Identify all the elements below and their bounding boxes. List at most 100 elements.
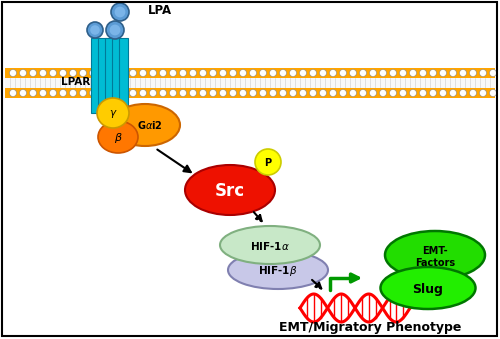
Circle shape (100, 69, 106, 77)
Circle shape (60, 89, 66, 97)
Circle shape (360, 69, 366, 77)
Bar (5, 88, 495, 98)
Circle shape (230, 69, 236, 77)
Circle shape (106, 21, 124, 39)
Circle shape (300, 89, 306, 97)
Circle shape (370, 69, 376, 77)
Text: P: P (264, 158, 272, 168)
Circle shape (330, 89, 336, 97)
Circle shape (420, 69, 426, 77)
Circle shape (110, 69, 116, 77)
Circle shape (50, 69, 56, 77)
Circle shape (390, 69, 396, 77)
Text: Src: Src (215, 182, 245, 200)
Circle shape (400, 69, 406, 77)
Circle shape (160, 69, 166, 77)
Circle shape (180, 89, 186, 97)
Circle shape (210, 69, 216, 77)
Circle shape (120, 69, 126, 77)
Circle shape (490, 89, 496, 97)
Circle shape (300, 69, 306, 77)
Circle shape (40, 69, 46, 77)
Circle shape (340, 69, 346, 77)
Circle shape (10, 69, 16, 77)
Circle shape (90, 89, 96, 97)
Circle shape (30, 89, 36, 97)
Circle shape (280, 69, 286, 77)
Circle shape (210, 89, 216, 97)
Circle shape (440, 69, 446, 77)
Circle shape (480, 89, 486, 97)
Circle shape (350, 69, 356, 77)
Circle shape (440, 89, 446, 97)
Circle shape (160, 89, 166, 97)
Bar (5, 68, 495, 78)
Bar (105, 38, 114, 113)
Circle shape (420, 89, 426, 97)
Circle shape (370, 89, 376, 97)
Circle shape (90, 69, 96, 77)
Circle shape (130, 89, 136, 97)
Circle shape (380, 69, 386, 77)
Circle shape (50, 89, 56, 97)
Circle shape (350, 89, 356, 97)
Text: LPAR: LPAR (61, 77, 90, 87)
Bar (119, 38, 128, 113)
Ellipse shape (385, 231, 485, 279)
Ellipse shape (185, 165, 275, 215)
Circle shape (70, 89, 76, 97)
Circle shape (380, 89, 386, 97)
Circle shape (430, 89, 436, 97)
Circle shape (140, 89, 146, 97)
Text: LPA: LPA (148, 3, 172, 17)
Circle shape (110, 89, 116, 97)
Circle shape (290, 89, 296, 97)
Circle shape (270, 89, 276, 97)
Circle shape (490, 69, 496, 77)
Circle shape (390, 89, 396, 97)
Circle shape (120, 89, 126, 97)
Text: EMT/Migratory Phenotype: EMT/Migratory Phenotype (279, 321, 461, 335)
Circle shape (410, 69, 416, 77)
Circle shape (360, 89, 366, 97)
Bar (112, 38, 121, 113)
Circle shape (470, 69, 476, 77)
Circle shape (255, 149, 281, 175)
Ellipse shape (220, 226, 320, 264)
Circle shape (20, 69, 26, 77)
Circle shape (87, 22, 103, 38)
Circle shape (60, 69, 66, 77)
Circle shape (250, 89, 256, 97)
Circle shape (40, 89, 46, 97)
Ellipse shape (110, 104, 180, 146)
Circle shape (100, 89, 106, 97)
Circle shape (430, 69, 436, 77)
Circle shape (10, 89, 16, 97)
Bar (5, 78, 495, 98)
Circle shape (70, 69, 76, 77)
Text: EMT-: EMT- (422, 246, 448, 256)
Text: HIF-1$\alpha$: HIF-1$\alpha$ (250, 240, 290, 252)
Circle shape (310, 69, 316, 77)
Circle shape (220, 89, 226, 97)
Circle shape (190, 89, 196, 97)
Text: HIF-1$\beta$: HIF-1$\beta$ (258, 264, 298, 278)
Text: G$\alpha$i2: G$\alpha$i2 (137, 119, 163, 131)
Circle shape (460, 89, 466, 97)
Text: Factors: Factors (415, 258, 455, 268)
Bar (91, 38, 100, 113)
Circle shape (190, 69, 196, 77)
Circle shape (260, 69, 266, 77)
Circle shape (330, 69, 336, 77)
Circle shape (320, 69, 326, 77)
Circle shape (150, 89, 156, 97)
Circle shape (220, 69, 226, 77)
Circle shape (230, 89, 236, 97)
Text: $\gamma$: $\gamma$ (108, 108, 118, 120)
Ellipse shape (380, 267, 476, 309)
Circle shape (450, 69, 456, 77)
Circle shape (114, 6, 126, 17)
Circle shape (180, 69, 186, 77)
Circle shape (170, 69, 176, 77)
Circle shape (260, 89, 266, 97)
